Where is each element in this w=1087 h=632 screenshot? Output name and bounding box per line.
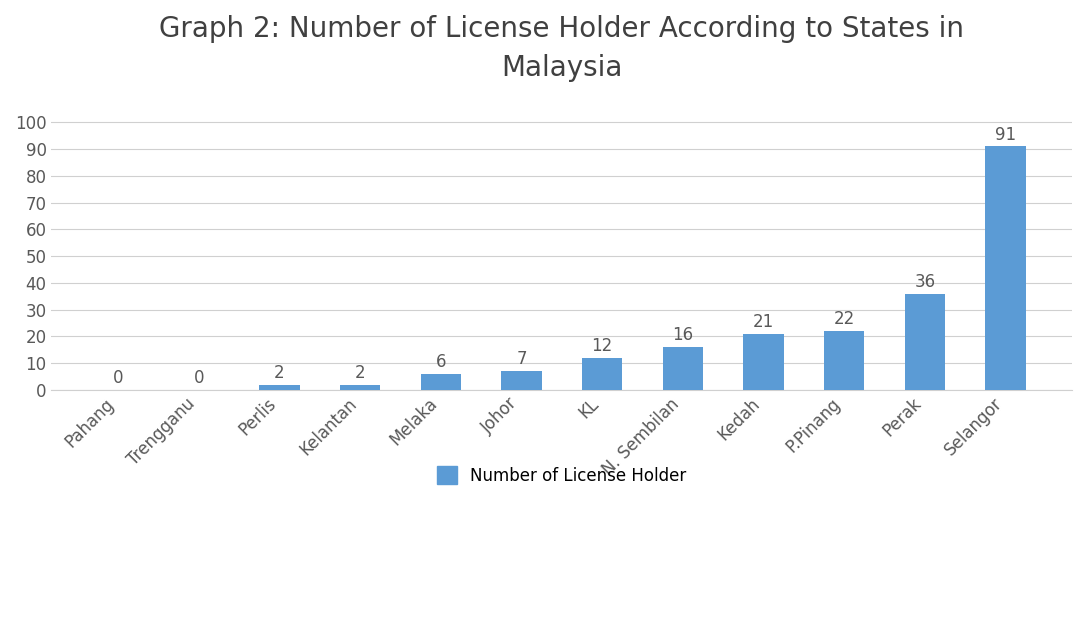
Bar (501, 371, 541, 390)
Text: 22: 22 (834, 310, 854, 329)
Text: 0: 0 (193, 369, 204, 387)
Text: 0: 0 (113, 369, 123, 387)
Bar (582, 358, 622, 390)
Text: 6: 6 (436, 353, 446, 371)
Text: 16: 16 (672, 326, 694, 344)
Bar (904, 294, 945, 390)
Text: 2: 2 (274, 364, 285, 382)
Bar (663, 347, 703, 390)
Bar (824, 331, 864, 390)
Bar (259, 384, 300, 390)
Text: 36: 36 (914, 273, 935, 291)
Text: 12: 12 (591, 337, 613, 355)
Text: 91: 91 (995, 126, 1016, 144)
Bar (744, 334, 784, 390)
Text: 2: 2 (354, 364, 365, 382)
Title: Graph 2: Number of License Holder According to States in
Malaysia: Graph 2: Number of License Holder Accord… (159, 15, 964, 82)
Legend: Number of License Holder: Number of License Holder (430, 459, 694, 491)
Bar (985, 147, 1026, 390)
Text: 21: 21 (753, 313, 774, 331)
Text: 7: 7 (516, 351, 527, 368)
Bar (340, 384, 380, 390)
Bar (421, 374, 461, 390)
